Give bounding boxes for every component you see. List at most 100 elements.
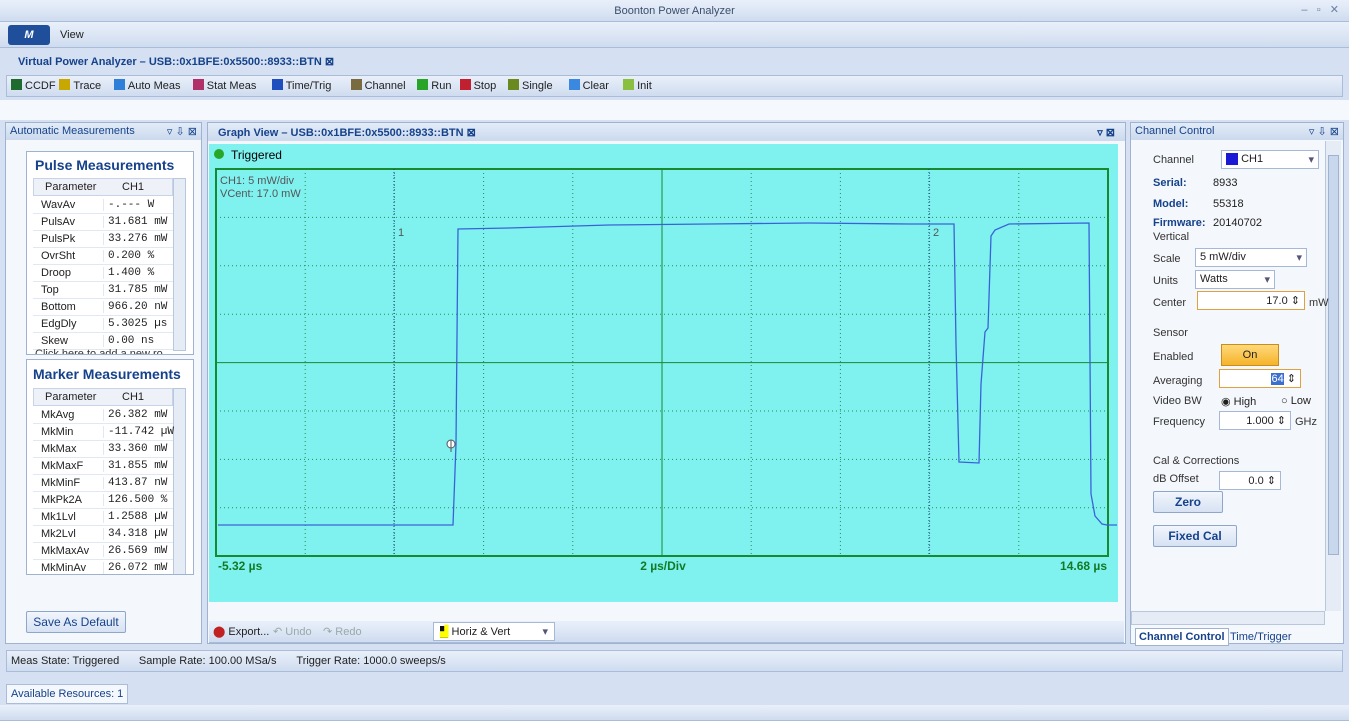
toolbar-icon	[623, 79, 635, 90]
grid	[216, 169, 1108, 556]
toolbar-button[interactable]: Trace	[59, 79, 101, 92]
radio-low[interactable]: ○ Low	[1281, 395, 1311, 407]
row-border	[33, 474, 173, 475]
toolbar-button[interactable]: Auto Meas	[113, 79, 181, 92]
x-div-label: 2 µs/Div	[640, 559, 686, 573]
parameter-name: MkMin	[41, 426, 74, 438]
toolbar-button[interactable]: Init	[623, 79, 652, 92]
toolbar-icon	[113, 79, 125, 90]
toolbar-button[interactable]: Run	[417, 79, 451, 92]
fixed-cal-button[interactable]: Fixed Cal	[1153, 525, 1237, 547]
averaging-input[interactable]: 64 ⇕	[1219, 369, 1301, 388]
row-border	[33, 423, 173, 424]
parameter-value: -.--- W	[103, 199, 173, 211]
toolbar-button[interactable]: Stop	[459, 79, 497, 92]
x-start-label: -5.32 µs	[218, 559, 263, 573]
dboffset-input[interactable]: 0.0 ⇕	[1219, 471, 1281, 490]
parameter-value: 0.200 %	[103, 250, 173, 262]
right-panel: Channel Control ▿ ⇩ ⊠ Channel CH1 ▾ Serial…	[1130, 122, 1344, 646]
parameter-name: MkMaxF	[41, 460, 84, 472]
toolbar-label: Stop	[473, 80, 497, 92]
label: Enabled	[1153, 351, 1194, 363]
group-title: Sensor	[1153, 327, 1188, 339]
resources-label: Available Resources: 1	[11, 688, 124, 700]
row-border	[33, 264, 173, 265]
toolbar-button[interactable]: Time/Trig	[271, 79, 332, 92]
toolbar-button[interactable]: Clear	[568, 79, 609, 92]
tool-button[interactable]: ↷ Redo	[323, 626, 362, 638]
toolbar-button[interactable]: Channel	[350, 79, 406, 92]
status-item: Trigger Rate: 1000.0 sweeps/s	[296, 655, 446, 667]
toolbar-label: Time/Trig	[285, 80, 332, 92]
panel-title: Channel Control	[1135, 125, 1215, 137]
save-default-button[interactable]: Save As Default	[26, 611, 126, 633]
row-border	[33, 298, 173, 299]
parameter-value: 126.500 %	[103, 494, 173, 506]
add-row[interactable]: Click here to add a new ro	[35, 348, 163, 355]
toolbar-button[interactable]: Single	[508, 79, 553, 92]
trigger-indicator	[214, 149, 224, 159]
toolbar-label: Clear	[582, 80, 609, 92]
graph-background	[209, 144, 1118, 602]
menu-item[interactable]: View	[60, 29, 84, 41]
app-logo: M	[8, 25, 50, 45]
section-title: Marker Measurements	[33, 366, 181, 382]
row-border	[33, 559, 173, 560]
column-header: Parameter	[45, 181, 97, 193]
parameter-name: Mk1Lvl	[41, 511, 76, 523]
tool-button[interactable]: ⬤ Export...	[213, 626, 270, 638]
parameter-name: OvrSht	[41, 250, 76, 262]
scale-text: CH1: 5 mW/div	[220, 175, 294, 187]
row-border	[33, 525, 173, 526]
panel-header: Channel Control ▿ ⇩ ⊠	[1131, 123, 1343, 140]
parameter-value: 33.360 mW	[103, 443, 173, 455]
parameter-name: MkMinAv	[41, 562, 87, 574]
toolbar-label: Auto Meas	[127, 80, 181, 92]
marker-box: Marker Measurements Parameter CH1 MkAvg 26.…	[26, 359, 194, 575]
parameter-value: 26.072 mW	[103, 562, 173, 574]
tool-button[interactable]: ↶ Undo	[273, 626, 312, 638]
enabled-toggle[interactable]: On	[1221, 344, 1279, 366]
section-title: Pulse Measurements	[35, 157, 175, 173]
label: Center	[1153, 297, 1187, 309]
units-select[interactable]: Watts ▾	[1195, 270, 1275, 289]
scrollbar	[173, 178, 186, 351]
label: Averaging	[1153, 375, 1203, 387]
units-value: Watts	[1200, 273, 1228, 285]
toolbar-label: Trace	[73, 80, 102, 92]
center-input[interactable]: 17.0 ⇕	[1197, 291, 1305, 310]
marker-label: 2	[933, 227, 939, 239]
parameter-name: MkMaxAv	[41, 545, 90, 557]
tool-label: Redo	[335, 626, 362, 638]
parameter-value: 26.569 mW	[103, 545, 173, 557]
window-title: Boonton Power Analyzer	[614, 5, 735, 17]
label: Units	[1153, 275, 1179, 287]
scrollbar	[173, 388, 186, 574]
bottom-bar	[0, 705, 1349, 721]
parameter-value: 413.87 nW	[103, 477, 173, 489]
row-border	[33, 349, 173, 350]
toolbar-button[interactable]: CCDF	[11, 79, 56, 92]
parameter-value: 0.00 ns	[103, 335, 173, 347]
frequency-input[interactable]: 1.000 ⇕	[1219, 411, 1291, 430]
tab[interactable]: Time/Trigger	[1230, 631, 1292, 643]
parameter-name: PulsPk	[41, 233, 76, 245]
center-value: 17.0	[1266, 295, 1288, 307]
zero-button[interactable]: Zero	[1153, 491, 1223, 513]
parameter-name: EdgDly	[41, 318, 77, 330]
waveform-trace	[218, 222, 1117, 526]
document-tab[interactable]: Virtual Power Analyzer – USB::0x1BFE:0x5…	[18, 56, 335, 68]
graph-panel: Graph View – USB::0x1BFE:0x5500::8933::B…	[207, 122, 1126, 644]
tab[interactable]: Channel Control	[1135, 628, 1229, 646]
view-mode-select[interactable]: ▟ Horiz & Vert ▾	[433, 622, 555, 641]
dboffset-value: 0.0	[1248, 475, 1264, 487]
parameter-value: 1.400 %	[103, 267, 173, 279]
value: 20140702	[1213, 217, 1262, 229]
panel-title: Automatic Measurements	[10, 125, 135, 137]
toolbar-button[interactable]: Stat Meas	[192, 79, 256, 92]
radio-high[interactable]: ◉ High	[1221, 396, 1257, 408]
scale-select[interactable]: 5 mW/div ▾	[1195, 248, 1307, 267]
value: 55318	[1213, 198, 1244, 210]
channel-select[interactable]: CH1 ▾	[1221, 150, 1319, 169]
